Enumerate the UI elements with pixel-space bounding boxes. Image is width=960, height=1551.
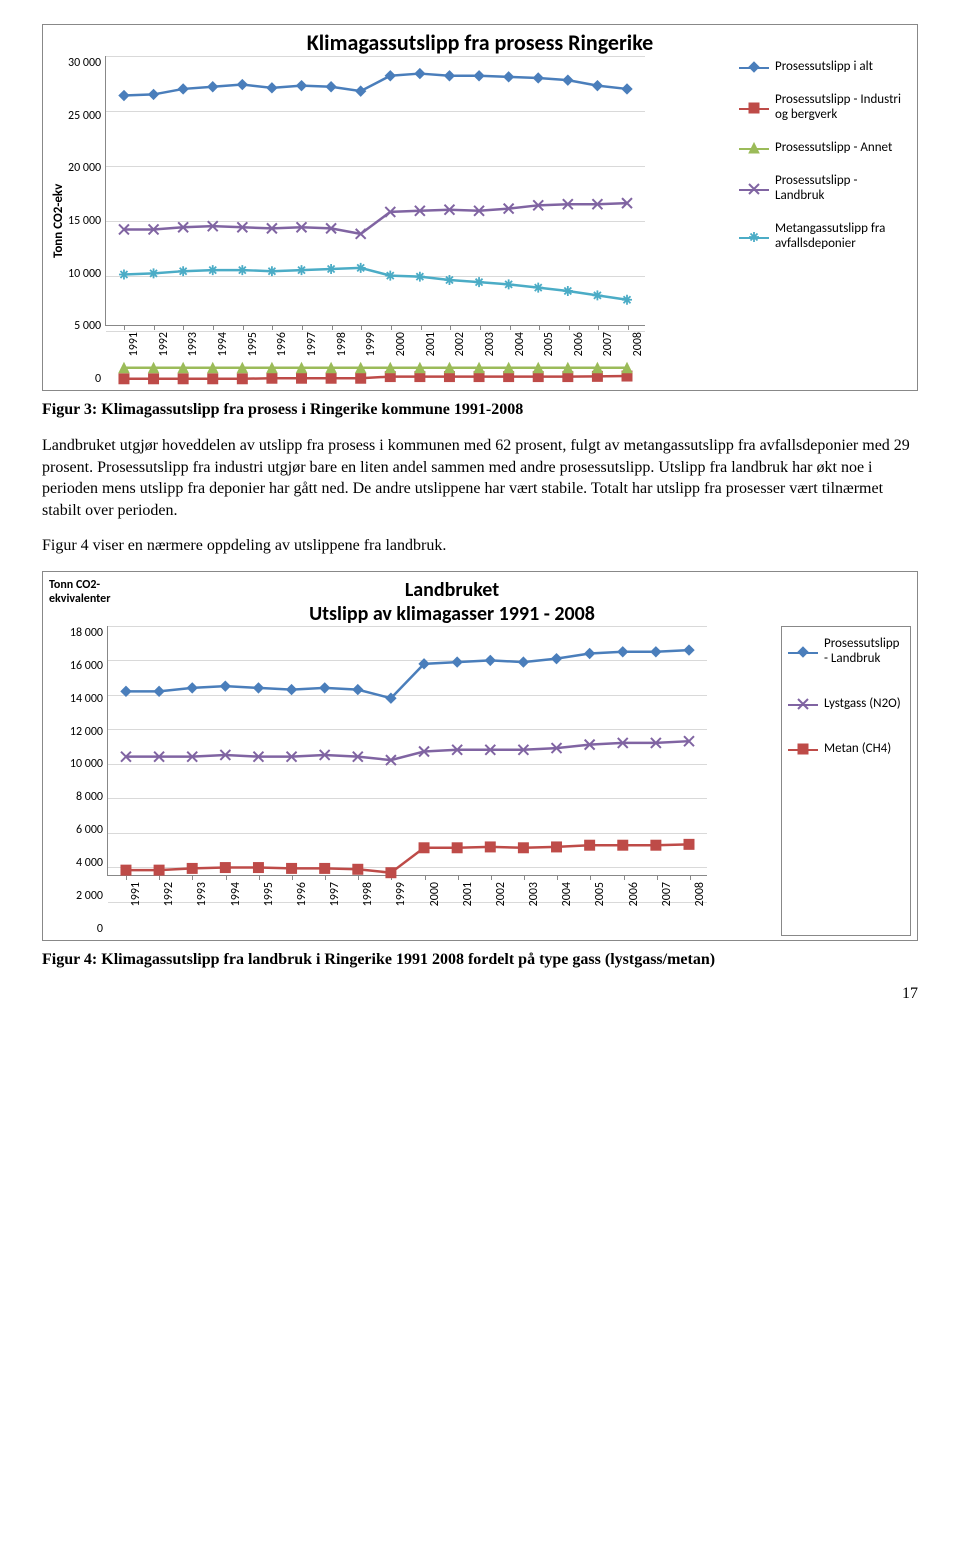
body-paragraph-1: Landbruket utgjør hoveddelen av utslipp … — [42, 435, 918, 521]
chart-2-x-ticks: 1991 1992 1993 1994 1995 1996 1997 1998 1999 2000… — [107, 876, 707, 936]
y-tick-label: 30 000 — [68, 56, 101, 70]
legend-label: Prosessutslipp i alt — [775, 60, 873, 75]
figure-4-caption: Figur 4: Klimagassutslipp fra landbruk i… — [42, 951, 918, 969]
chart-2-y-ticks: 18 000 16 000 14 000 12 000 10 000 8 000 6 000… — [49, 626, 107, 936]
x-tick-label: 2008 — [631, 332, 645, 356]
legend-label: Metan (CH4) — [824, 742, 891, 757]
x-tick-label: 1997 — [305, 332, 319, 356]
chart-1-y-ticks: 30 000 25 000 20 000 15 000 10 000 5 000 0 — [68, 56, 105, 386]
legend-label: Prosessutslipp - Annet — [775, 141, 892, 156]
legend-item: Prosessutslipp i alt — [739, 60, 909, 75]
page-number: 17 — [42, 985, 918, 1003]
legend-label: Lystgass (N2O) — [824, 697, 901, 712]
y-tick-label: 6 000 — [49, 823, 103, 837]
x-tick-label: 1994 — [216, 332, 230, 356]
legend-swatch — [739, 182, 769, 196]
legend-item: Lystgass (N2O) — [788, 697, 904, 712]
chart-1-x-ticks: 1991 1992 1993 1994 1995 1996 1997 1998 1999 2000… — [105, 326, 645, 386]
x-tick-label: 2005 — [593, 882, 607, 906]
chart-1-legend: Prosessutslipp i alt Prosessutslipp - In… — [731, 56, 911, 386]
y-tick-label: 15 000 — [68, 214, 101, 228]
chart-2-title: Landbruket Utslipp av klimagasser 1991 -… — [123, 576, 781, 626]
legend-item: Prosessutslipp - Annet — [739, 141, 909, 156]
legend-label: Metangassutslipp fra avfallsdeponier — [775, 222, 909, 252]
y-tick-label: 18 000 — [49, 626, 103, 640]
legend-item: Metangassutslipp fra avfallsdeponier — [739, 222, 909, 252]
x-tick-label: 2005 — [542, 332, 556, 356]
x-tick-label: 2004 — [560, 882, 574, 906]
legend-swatch — [739, 230, 769, 244]
x-tick-label: 2001 — [424, 332, 438, 356]
body-paragraph-2: Figur 4 viser en nærmere oppdeling av ut… — [42, 535, 918, 557]
x-tick-label: 2002 — [494, 882, 508, 906]
legend-item: Prosessutslipp - Landbruk — [788, 637, 904, 667]
x-tick-label: 2002 — [453, 332, 467, 356]
x-tick-label: 2000 — [428, 882, 442, 906]
y-tick-label: 25 000 — [68, 109, 101, 123]
legend-swatch — [788, 697, 818, 711]
y-tick-label: 5 000 — [68, 319, 101, 333]
y-tick-label: 4 000 — [49, 856, 103, 870]
legend-item: Prosessutslipp - Landbruk — [739, 174, 909, 204]
legend-label: Prosessutslipp - Landbruk — [824, 637, 904, 667]
x-tick-label: 1996 — [275, 332, 289, 356]
x-tick-label: 1999 — [364, 332, 378, 356]
legend-item: Metan (CH4) — [788, 742, 904, 757]
x-tick-label: 1991 — [129, 882, 143, 906]
x-tick-label: 1998 — [335, 332, 349, 356]
x-tick-label: 1994 — [229, 882, 243, 906]
x-tick-label: 1992 — [162, 882, 176, 906]
legend-label: Prosessutslipp - Industri og bergverk — [775, 93, 909, 123]
chart-2-title-line2: Utslipp av klimagasser 1991 - 2008 — [309, 602, 595, 626]
chart-1-title: Klimagassutslipp fra prosess Ringerike — [49, 29, 911, 56]
x-tick-label: 2007 — [601, 332, 615, 356]
legend-swatch — [788, 645, 818, 659]
chart-2-frame: Tonn CO2- ekvivalenter Landbruket Utslip… — [42, 571, 918, 941]
y-tick-label: 10 000 — [68, 267, 101, 281]
x-tick-label: 2008 — [693, 882, 707, 906]
x-tick-label: 2000 — [394, 332, 408, 356]
y-tick-label: 16 000 — [49, 659, 103, 673]
x-tick-label: 2004 — [513, 332, 527, 356]
x-tick-label: 2006 — [627, 882, 641, 906]
y-tick-label: 12 000 — [49, 725, 103, 739]
x-tick-label: 1998 — [361, 882, 375, 906]
x-tick-label: 2003 — [527, 882, 541, 906]
figure-3-caption: Figur 3: Klimagassutslipp fra prosess i … — [42, 401, 918, 419]
y-tick-label: 2 000 — [49, 889, 103, 903]
legend-swatch — [739, 101, 769, 115]
legend-swatch — [788, 742, 818, 756]
chart-2-title-line1: Landbruket — [405, 578, 499, 602]
legend-label: Prosessutslipp - Landbruk — [775, 174, 909, 204]
x-tick-label: 2003 — [483, 332, 497, 356]
y-tick-label: 20 000 — [68, 161, 101, 175]
chart-1-plot-area — [105, 56, 645, 326]
x-tick-label: 1995 — [246, 332, 260, 356]
y-tick-label: 0 — [68, 372, 101, 386]
y-tick-label: 10 000 — [49, 757, 103, 771]
y-tick-label: 14 000 — [49, 692, 103, 706]
chart-1-frame: Klimagassutslipp fra prosess Ringerike T… — [42, 24, 918, 391]
x-tick-label: 1991 — [127, 332, 141, 356]
y-tick-label: 8 000 — [49, 790, 103, 804]
x-tick-label: 1996 — [295, 882, 309, 906]
x-tick-label: 1993 — [195, 882, 209, 906]
x-tick-label: 2007 — [660, 882, 674, 906]
legend-swatch — [739, 60, 769, 74]
y-tick-label: 0 — [49, 922, 103, 936]
chart-1-y-axis-label: Tonn CO2-ekv — [49, 56, 68, 386]
x-tick-label: 1995 — [262, 882, 276, 906]
x-tick-label: 1997 — [328, 882, 342, 906]
x-tick-label: 2006 — [572, 332, 586, 356]
x-tick-label: 1999 — [394, 882, 408, 906]
chart-2-y-axis-header: Tonn CO2- ekvivalenter — [49, 576, 123, 626]
legend-item: Prosessutslipp - Industri og bergverk — [739, 93, 909, 123]
chart-2-plot-area — [107, 626, 707, 876]
x-tick-label: 1992 — [157, 332, 171, 356]
x-tick-label: 2001 — [461, 882, 475, 906]
x-tick-label: 1993 — [186, 332, 200, 356]
legend-swatch — [739, 141, 769, 155]
chart-2-legend: Prosessutslipp - Landbruk Lystgass (N2O)… — [781, 626, 911, 936]
